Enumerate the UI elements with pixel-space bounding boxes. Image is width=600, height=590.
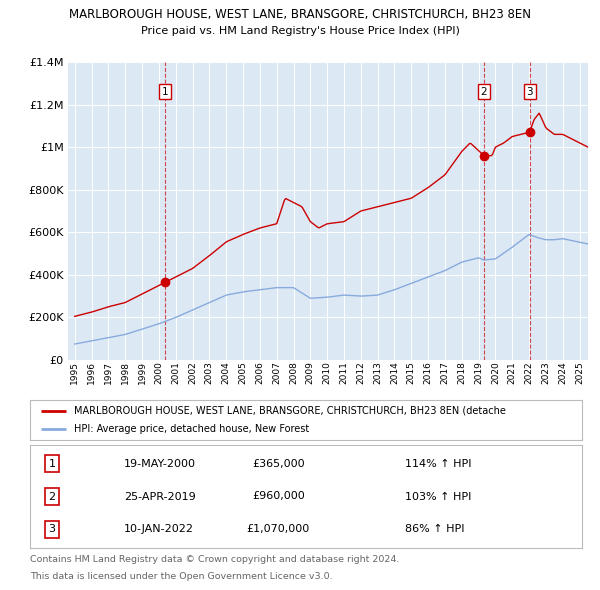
Text: 3: 3 [49, 525, 56, 535]
Text: Contains HM Land Registry data © Crown copyright and database right 2024.: Contains HM Land Registry data © Crown c… [30, 555, 400, 564]
Text: 1: 1 [49, 458, 56, 468]
Text: 103% ↑ HPI: 103% ↑ HPI [406, 491, 472, 502]
Text: 10-JAN-2022: 10-JAN-2022 [124, 525, 194, 535]
Text: Price paid vs. HM Land Registry's House Price Index (HPI): Price paid vs. HM Land Registry's House … [140, 26, 460, 36]
Text: £1,070,000: £1,070,000 [247, 525, 310, 535]
Text: MARLBOROUGH HOUSE, WEST LANE, BRANSGORE, CHRISTCHURCH, BH23 8EN (detache: MARLBOROUGH HOUSE, WEST LANE, BRANSGORE,… [74, 406, 506, 416]
Text: 2: 2 [481, 87, 487, 97]
Text: £960,000: £960,000 [252, 491, 305, 502]
Text: 25-APR-2019: 25-APR-2019 [124, 491, 196, 502]
Text: HPI: Average price, detached house, New Forest: HPI: Average price, detached house, New … [74, 424, 310, 434]
Text: £365,000: £365,000 [252, 458, 305, 468]
Text: 1: 1 [162, 87, 169, 97]
Text: 2: 2 [49, 491, 56, 502]
Text: 114% ↑ HPI: 114% ↑ HPI [406, 458, 472, 468]
Text: This data is licensed under the Open Government Licence v3.0.: This data is licensed under the Open Gov… [30, 572, 332, 581]
Text: 3: 3 [526, 87, 533, 97]
Text: 19-MAY-2000: 19-MAY-2000 [124, 458, 196, 468]
Text: MARLBOROUGH HOUSE, WEST LANE, BRANSGORE, CHRISTCHURCH, BH23 8EN: MARLBOROUGH HOUSE, WEST LANE, BRANSGORE,… [69, 8, 531, 21]
Text: 86% ↑ HPI: 86% ↑ HPI [406, 525, 465, 535]
